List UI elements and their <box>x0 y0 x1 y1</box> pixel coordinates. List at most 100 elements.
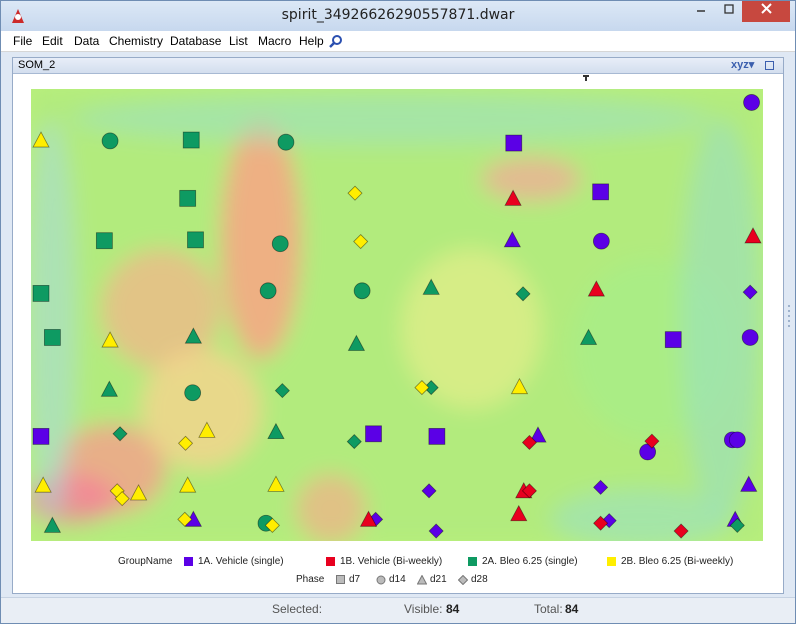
data-point-0-15-diamond[interactable] <box>421 483 437 499</box>
data-point-3-0-triangle[interactable] <box>32 131 50 148</box>
data-point-0-4-circle[interactable] <box>592 232 610 250</box>
data-point-3-7-diamond[interactable] <box>177 435 194 451</box>
data-point-2-2-circle[interactable] <box>277 133 295 151</box>
legend-swatch-1a <box>184 557 193 566</box>
menu-edit[interactable]: Edit <box>42 34 63 48</box>
data-point-0-3-triangle[interactable] <box>503 230 522 248</box>
data-point-0-1-square[interactable] <box>505 134 523 152</box>
data-point-0-20-diamond[interactable] <box>428 523 444 539</box>
data-point-2-10-triangle[interactable] <box>422 278 440 295</box>
data-point-2-9-circle[interactable] <box>353 282 371 300</box>
menu-list[interactable]: List <box>229 34 248 48</box>
restore-panel-icon[interactable] <box>765 61 774 70</box>
data-point-1-6-diamond[interactable] <box>521 483 537 499</box>
panel-name: SOM_2 <box>18 59 56 71</box>
data-point-0-11-triangle[interactable] <box>529 426 547 443</box>
minimize-icon <box>696 10 705 12</box>
data-point-1-9-diamond[interactable] <box>593 515 609 531</box>
menu-file[interactable]: File <box>13 34 33 48</box>
data-point-2-6-circle[interactable] <box>271 235 289 253</box>
data-point-0-0-circle[interactable] <box>743 94 760 111</box>
data-point-0-17-triangle[interactable] <box>740 475 758 492</box>
search-icon[interactable] <box>329 34 343 48</box>
data-point-2-13-triangle[interactable] <box>184 327 203 344</box>
data-point-2-11-diamond[interactable] <box>515 286 531 302</box>
data-point-3-5-triangle[interactable] <box>510 377 529 395</box>
menu-database[interactable]: Database <box>170 34 222 48</box>
data-point-0-2-square[interactable] <box>592 183 610 201</box>
legend-group-1b[interactable]: 1B. Vehicle (Bi-weekly) <box>340 556 443 567</box>
data-point-3-12-triangle[interactable] <box>179 476 197 493</box>
data-point-3-14-diamond[interactable] <box>177 511 193 527</box>
grip-icon <box>788 305 790 327</box>
data-point-3-8-triangle[interactable] <box>34 476 52 493</box>
data-point-2-17-circle[interactable] <box>184 384 202 402</box>
som-view-panel: SOM_2 xyz▾ <box>12 57 784 594</box>
maximize-button[interactable] <box>715 1 742 22</box>
menu-help[interactable]: Help <box>299 34 324 48</box>
data-point-2-22-diamond[interactable] <box>346 434 362 450</box>
data-point-1-4-diamond[interactable] <box>644 433 660 449</box>
data-point-2-5-square[interactable] <box>187 231 204 249</box>
data-point-2-25-diamond[interactable] <box>729 517 745 533</box>
minimize-button[interactable] <box>687 1 714 22</box>
data-point-0-14-circle[interactable] <box>639 443 657 461</box>
data-point-0-9-square[interactable] <box>365 425 382 443</box>
legend-group-2b[interactable]: 2B. Bleo 6.25 (Bi-weekly) <box>621 556 734 567</box>
data-point-2-23-triangle[interactable] <box>43 516 62 533</box>
data-point-2-12-square[interactable] <box>43 329 61 346</box>
data-point-2-18-diamond[interactable] <box>274 383 290 399</box>
data-point-2-1-square[interactable] <box>182 131 200 149</box>
legend-swatch-1a-fill <box>184 557 193 566</box>
selected-label: Selected: <box>272 602 323 616</box>
data-point-0-16-diamond[interactable] <box>593 479 609 495</box>
data-point-2-7-square[interactable] <box>32 284 50 302</box>
legend-group-1a[interactable]: 1A. Vehicle (single) <box>198 556 284 567</box>
data-point-2-16-triangle[interactable] <box>100 380 119 397</box>
data-point-0-10-square[interactable] <box>428 427 446 445</box>
menu-chemistry[interactable]: Chemistry <box>109 34 164 48</box>
som-scatter-plot[interactable] <box>31 89 763 541</box>
data-point-3-2-diamond[interactable] <box>353 233 369 250</box>
panel-splitter-handle[interactable] <box>785 301 793 331</box>
data-point-3-1-diamond[interactable] <box>347 185 363 201</box>
data-point-3-13-triangle[interactable] <box>267 475 285 492</box>
data-point-0-8-square[interactable] <box>32 427 50 445</box>
data-point-1-7-triangle[interactable] <box>510 504 528 522</box>
data-point-0-7-square[interactable] <box>664 331 682 349</box>
data-point-2-14-triangle[interactable] <box>347 334 366 351</box>
data-point-2-4-square[interactable] <box>95 232 113 250</box>
visible-value: 84 <box>446 602 460 616</box>
data-point-1-0-triangle[interactable] <box>504 189 522 206</box>
data-point-1-10-diamond[interactable] <box>673 523 689 539</box>
data-point-0-13-circle[interactable] <box>728 431 746 449</box>
legend-phase-d28[interactable]: d28 <box>471 574 488 585</box>
data-point-1-8-triangle[interactable] <box>359 510 378 527</box>
data-point-3-10-diamond[interactable] <box>114 491 130 507</box>
data-point-2-8-circle[interactable] <box>259 282 277 300</box>
data-point-3-4-diamond[interactable] <box>414 380 430 396</box>
data-point-2-3-square[interactable] <box>179 189 197 207</box>
menu-data[interactable]: Data <box>74 34 100 48</box>
data-point-2-0-circle[interactable] <box>101 132 119 150</box>
menu-macro[interactable]: Macro <box>258 34 292 48</box>
legend-phase-d21[interactable]: d21 <box>430 574 447 585</box>
data-point-3-15-diamond[interactable] <box>264 517 280 533</box>
data-point-1-3-diamond[interactable] <box>521 434 537 451</box>
legend-group-2a[interactable]: 2A. Bleo 6.25 (single) <box>482 556 578 567</box>
legend-phase-d14[interactable]: d14 <box>389 574 406 585</box>
close-button[interactable] <box>742 1 790 22</box>
data-point-2-15-triangle[interactable] <box>579 328 598 345</box>
data-point-3-6-triangle[interactable] <box>198 421 216 438</box>
data-point-3-11-triangle[interactable] <box>129 484 148 501</box>
data-point-1-2-triangle[interactable] <box>587 280 606 297</box>
view-config-button[interactable]: xyz▾ <box>731 58 754 71</box>
data-point-2-21-triangle[interactable] <box>267 422 285 440</box>
data-point-3-3-triangle[interactable] <box>101 331 119 348</box>
data-point-2-20-diamond[interactable] <box>112 426 128 442</box>
legend-phase-d7[interactable]: d7 <box>349 574 361 585</box>
data-point-0-6-circle[interactable] <box>741 329 759 346</box>
data-point-1-1-triangle[interactable] <box>744 227 762 244</box>
data-point-0-5-diamond[interactable] <box>742 284 758 300</box>
